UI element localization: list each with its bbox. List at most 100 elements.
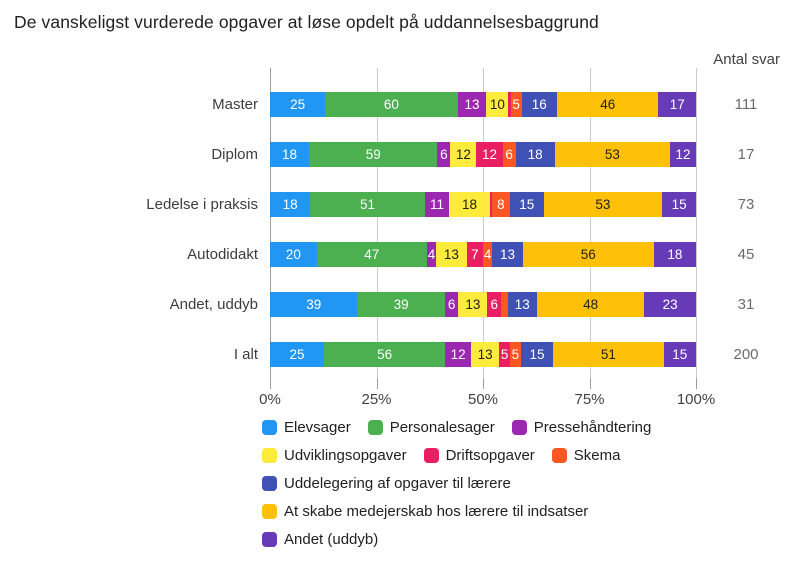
bar-segment: 39	[357, 292, 445, 317]
x-axis-tick	[589, 378, 591, 389]
legend-item: At skabe medejerskab hos lærere til inds…	[262, 503, 588, 520]
bar-segment: 53	[543, 192, 663, 217]
bar-segment: 39	[270, 292, 358, 317]
bar-segment: 59	[309, 142, 438, 167]
legend-row: Andet (uddyb)	[262, 531, 668, 548]
category-label: Autodidakt	[187, 246, 258, 263]
bar-segment: 56	[522, 242, 654, 267]
legend-item: Andet (uddyb)	[262, 531, 378, 548]
legend-label: Personalesager	[389, 419, 495, 436]
legend-swatch-icon	[262, 504, 277, 519]
bar-segment: 47	[316, 242, 427, 267]
x-axis-tick-label: 25%	[361, 391, 392, 408]
antal-svar-value: 111	[734, 96, 758, 113]
legend-row: At skabe medejerskab hos lærere til inds…	[262, 503, 668, 520]
bar-segment: 12	[450, 142, 477, 167]
legend-item: Pressehåndtering	[511, 419, 652, 436]
bar-segment: 25	[270, 342, 325, 367]
legend-item: Elevsager	[262, 419, 351, 436]
legend-label: Elevsager	[284, 419, 351, 436]
bar-segment: 7	[466, 242, 483, 267]
bar-row: 18 59 6 12 12 6 18 53 12	[270, 142, 696, 167]
legend-item: Personalesager	[367, 419, 495, 436]
legend-label: At skabe medejerskab hos lærere til inds…	[284, 503, 589, 520]
x-axis-tick-label: 100%	[676, 391, 716, 408]
bar-segment: 8	[491, 192, 510, 217]
bar-segment	[500, 292, 508, 317]
legend-swatch-icon	[262, 448, 277, 463]
bar-row: 20 47 4 13 7 4 13 56 18	[270, 242, 696, 267]
bar-row: 25 60 13 10 5 16 46 17	[270, 92, 696, 117]
bar-segment: 51	[310, 192, 425, 217]
bar-segment: 16	[521, 92, 557, 117]
legend-swatch-icon	[367, 420, 383, 435]
legend-label: Udviklingsopgaver	[284, 447, 407, 464]
legend-row: Uddelegering af opgaver til lærere	[262, 475, 668, 492]
bar-segment	[508, 92, 511, 117]
bar-segment: 51	[553, 342, 664, 367]
bar-segment: 48	[536, 292, 645, 317]
legend-label: Andet (uddyb)	[284, 531, 379, 548]
legend-swatch-icon	[262, 532, 277, 547]
bar-segment: 13	[457, 92, 487, 117]
bar-segment: 15	[663, 342, 696, 367]
bar-row: 25 56 12 13 5 5 15 51 15	[270, 342, 696, 367]
bar-segment: 60	[325, 92, 458, 117]
antal-svar-value: 200	[733, 346, 759, 363]
bar-segment: 18	[653, 242, 696, 267]
bar-segment: 18	[270, 192, 311, 217]
bar-segment: 13	[471, 342, 500, 367]
antal-svar-value: 31	[737, 296, 755, 313]
legend-label: Uddelegering af opgaver til lærere	[284, 475, 511, 492]
legend-swatch-icon	[511, 420, 527, 435]
y-axis-line	[270, 68, 271, 378]
bar-segment: 56	[324, 342, 446, 367]
legend-label: Driftsopgaver	[445, 447, 535, 464]
category-label: Master	[212, 96, 258, 113]
x-axis-tick-label: 0%	[259, 391, 281, 408]
gridline	[589, 68, 591, 378]
gridline	[696, 68, 697, 378]
legend-item: Skema	[551, 447, 621, 464]
bar-segment: 17	[658, 92, 696, 117]
bar-segment: 5	[499, 342, 511, 367]
bar-segment: 18	[515, 142, 555, 167]
bar-segment: 46	[556, 92, 659, 117]
legend-row: Elevsager Personalesager Pressehåndtering	[262, 419, 668, 436]
legend-label: Pressehåndtering	[533, 419, 652, 436]
bar-segment: 5	[510, 342, 521, 367]
bar-segment: 18	[270, 142, 310, 167]
bar-row: 39 39 6 13 6 13 48 23	[270, 292, 696, 317]
bar-segment: 13	[436, 242, 467, 267]
bar-segment: 4	[483, 242, 493, 267]
x-axis-tick	[270, 378, 271, 389]
legend-swatch-icon	[551, 448, 567, 463]
legend-swatch-icon	[423, 448, 439, 463]
antal-svar-value: 17	[737, 146, 755, 163]
bar-segment: 11	[424, 192, 450, 217]
bar-segment: 13	[507, 292, 537, 317]
legend-swatch-icon	[262, 420, 277, 435]
bar-segment: 53	[554, 142, 670, 167]
legend-item: Udviklingsopgaver	[262, 447, 407, 464]
category-label: I alt	[233, 346, 258, 363]
chart-legend: Elevsager Personalesager Pressehåndtering U…	[262, 419, 668, 560]
x-axis-tick	[696, 378, 697, 389]
bar-segment: 15	[520, 342, 554, 367]
bar-segment: 12	[445, 342, 472, 367]
bar-segment	[489, 192, 492, 217]
antal-svar-header: Antal svar	[713, 51, 780, 68]
bar-segment: 4	[426, 242, 437, 267]
gridline	[483, 68, 484, 378]
gridline	[376, 68, 378, 378]
antal-svar-value: 73	[737, 196, 755, 213]
category-label: Diplom	[211, 146, 258, 163]
legend-item: Driftsopgaver	[423, 447, 535, 464]
antal-svar-value: 45	[737, 246, 755, 263]
x-axis-tick-label: 75%	[574, 391, 605, 408]
bar-segment: 15	[662, 192, 696, 217]
legend-label: Skema	[573, 447, 621, 464]
bar-segment: 12	[669, 142, 696, 167]
bar-segment: 18	[449, 192, 490, 217]
